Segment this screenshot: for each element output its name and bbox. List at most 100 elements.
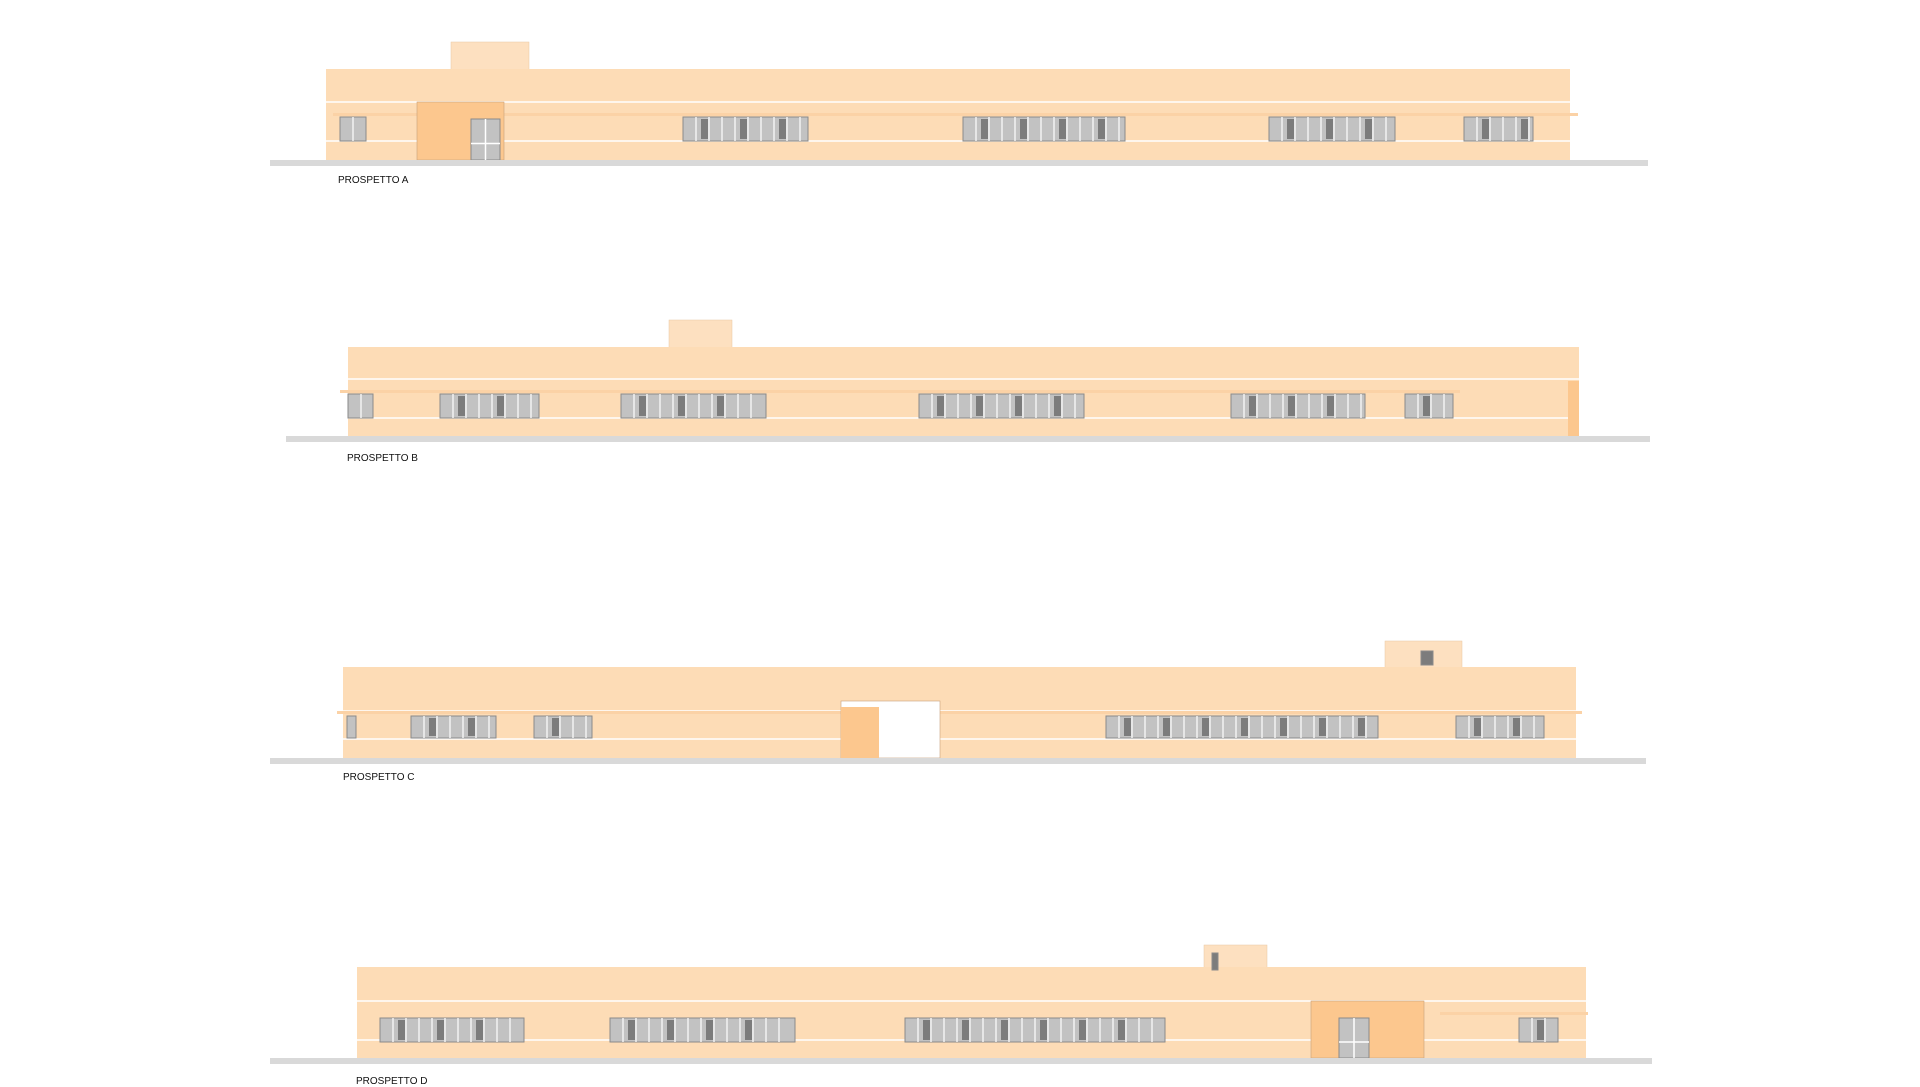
window-glass bbox=[346, 715, 357, 739]
window-pane-dark bbox=[1358, 718, 1365, 736]
window bbox=[1268, 116, 1396, 142]
window-glass bbox=[609, 1017, 796, 1043]
window-pane-dark bbox=[1040, 1020, 1047, 1040]
window bbox=[339, 116, 367, 142]
elevation-d bbox=[270, 944, 1652, 1064]
window-pane-dark bbox=[1537, 1020, 1544, 1040]
label-prospetto-a: PROSPETTO A bbox=[338, 175, 409, 186]
window-pane-dark bbox=[639, 396, 646, 416]
window-pane-dark bbox=[628, 1020, 635, 1040]
window-pane-dark bbox=[1202, 718, 1209, 736]
window-pane-dark bbox=[701, 119, 708, 139]
window bbox=[1230, 393, 1366, 419]
side-wall bbox=[1568, 381, 1579, 436]
window-pane-dark bbox=[398, 1020, 405, 1040]
window-pane-dark bbox=[476, 1020, 483, 1040]
window-pane-dark bbox=[981, 119, 988, 139]
window bbox=[533, 715, 593, 739]
window bbox=[379, 1017, 525, 1043]
window-glass bbox=[439, 393, 540, 419]
window bbox=[962, 116, 1126, 142]
window-pane-dark bbox=[678, 396, 685, 416]
window-pane-dark bbox=[667, 1020, 674, 1040]
window-pane-dark bbox=[937, 396, 944, 416]
window bbox=[1404, 393, 1454, 419]
window-pane-dark bbox=[1079, 1020, 1086, 1040]
window bbox=[918, 393, 1085, 419]
tower-window bbox=[1211, 952, 1219, 971]
window-pane-dark bbox=[1249, 396, 1256, 416]
window bbox=[439, 393, 540, 419]
window-pane-dark bbox=[962, 1020, 969, 1040]
canopy-band bbox=[333, 113, 1578, 116]
window-pane-dark bbox=[1287, 119, 1294, 139]
window-pane-dark bbox=[976, 396, 983, 416]
window-pane-dark bbox=[1482, 119, 1489, 139]
window-pane-dark bbox=[1513, 718, 1520, 736]
canopy-band bbox=[340, 390, 1460, 393]
entrance-door bbox=[1338, 1017, 1370, 1059]
window-pane-dark bbox=[745, 1020, 752, 1040]
window bbox=[609, 1017, 796, 1043]
window-pane-dark bbox=[1423, 396, 1430, 416]
window-pane-dark bbox=[1327, 396, 1334, 416]
window bbox=[682, 116, 809, 142]
window-pane-dark bbox=[1163, 718, 1170, 736]
window-pane-dark bbox=[1326, 119, 1333, 139]
window-pane-dark bbox=[1001, 1020, 1008, 1040]
entrance-door bbox=[470, 118, 501, 161]
window-pane-dark bbox=[1098, 119, 1105, 139]
window-pane-dark bbox=[1288, 396, 1295, 416]
window-pane-dark bbox=[706, 1020, 713, 1040]
window-pane-dark bbox=[429, 718, 436, 736]
window-pane-dark bbox=[1059, 119, 1066, 139]
ground-line bbox=[270, 160, 1648, 166]
window-pane-dark bbox=[717, 396, 724, 416]
window bbox=[620, 393, 767, 419]
roof-tower bbox=[668, 319, 733, 349]
window-glass bbox=[533, 715, 593, 739]
elevation-b bbox=[286, 319, 1650, 442]
label-prospetto-c: PROSPETTO C bbox=[343, 772, 415, 783]
window-pane-dark bbox=[1015, 396, 1022, 416]
window-pane-dark bbox=[458, 396, 465, 416]
ground-line bbox=[286, 436, 1650, 442]
elevation-c bbox=[270, 640, 1646, 764]
label-prospetto-b: PROSPETTO B bbox=[347, 453, 418, 464]
canopy-band bbox=[1440, 1012, 1588, 1015]
elevation-a bbox=[270, 41, 1648, 166]
passage-side-wall bbox=[841, 707, 879, 758]
window-pane-dark bbox=[1020, 119, 1027, 139]
window-pane-dark bbox=[1118, 1020, 1125, 1040]
window-pane-dark bbox=[779, 119, 786, 139]
window bbox=[1455, 715, 1545, 739]
window-pane-dark bbox=[497, 396, 504, 416]
window bbox=[346, 715, 357, 739]
window-pane-dark bbox=[468, 718, 475, 736]
window-pane-dark bbox=[740, 119, 747, 139]
window bbox=[904, 1017, 1166, 1043]
window bbox=[347, 393, 374, 419]
window bbox=[1463, 116, 1534, 142]
window bbox=[410, 715, 497, 739]
ground-line bbox=[270, 758, 1646, 764]
window-pane-dark bbox=[1054, 396, 1061, 416]
window bbox=[1105, 715, 1379, 739]
window-pane-dark bbox=[1365, 119, 1372, 139]
window-pane-dark bbox=[1280, 718, 1287, 736]
window bbox=[1518, 1017, 1559, 1043]
label-prospetto-d: PROSPETTO D bbox=[356, 1076, 428, 1087]
window-pane-dark bbox=[1124, 718, 1131, 736]
window-pane-dark bbox=[437, 1020, 444, 1040]
tower-window bbox=[1420, 650, 1434, 666]
canopy-band bbox=[337, 711, 1582, 714]
window-pane-dark bbox=[1241, 718, 1248, 736]
window-pane-dark bbox=[1521, 119, 1528, 139]
window-pane-dark bbox=[923, 1020, 930, 1040]
window-pane-dark bbox=[1319, 718, 1326, 736]
ground-line bbox=[270, 1058, 1652, 1064]
roof-tower bbox=[450, 41, 530, 71]
window-pane-dark bbox=[1474, 718, 1481, 736]
window-pane-dark bbox=[552, 718, 559, 736]
